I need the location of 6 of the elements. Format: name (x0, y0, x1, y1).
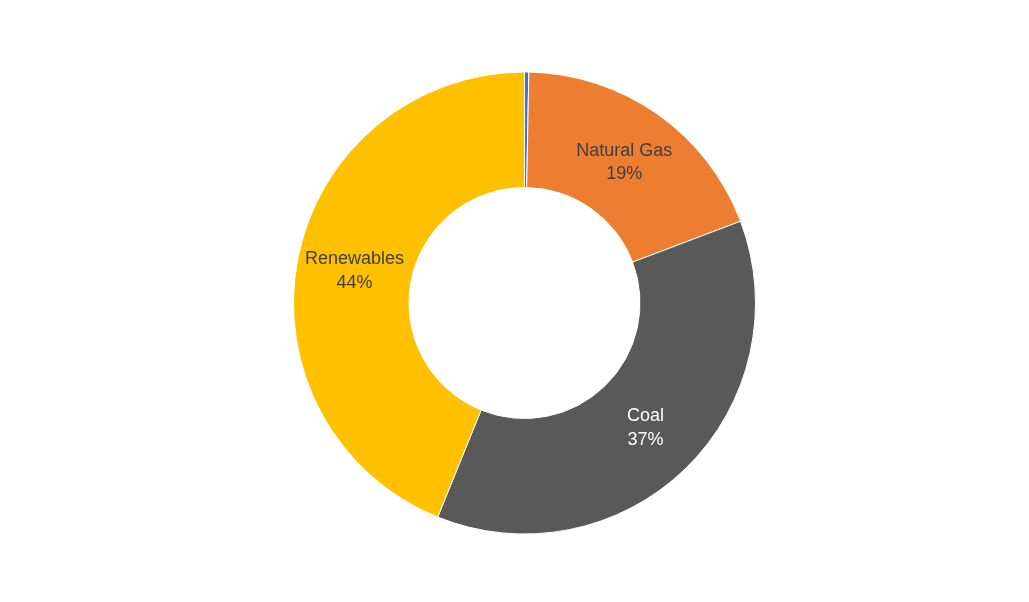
slice-label: Coal (627, 405, 665, 426)
slice-label: Renewables (304, 248, 404, 269)
data-label: 19% (606, 163, 643, 184)
data-label: 37% (627, 428, 664, 449)
slice-label: Natural Gas (576, 139, 673, 160)
data-label: 44% (336, 271, 373, 292)
